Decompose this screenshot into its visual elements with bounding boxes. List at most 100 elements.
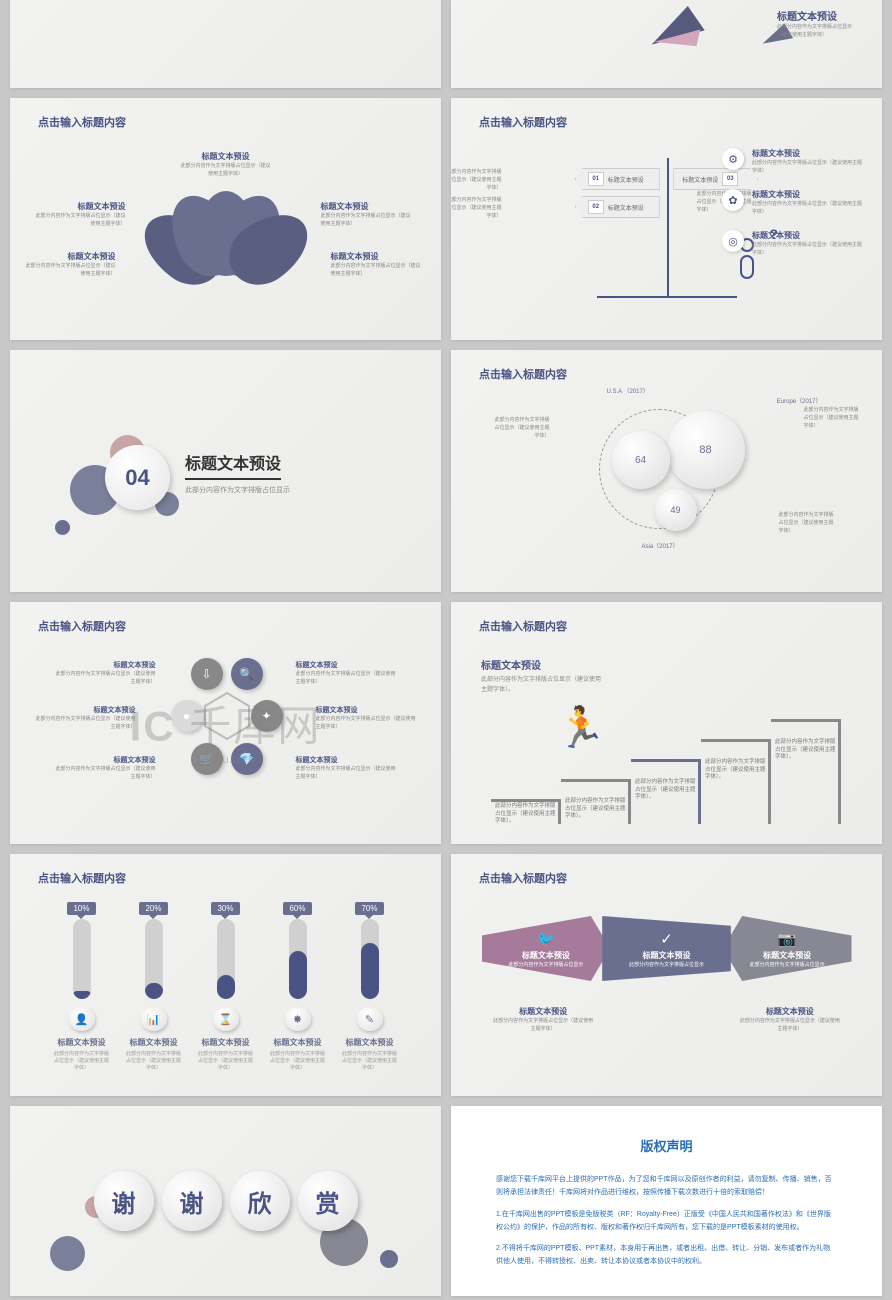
stairs-desc: 此部分内容作为文字排版占位显示（建议使用主题字体）。: [481, 676, 601, 695]
bubble-icon: [55, 520, 70, 535]
running-person-icon: 🏃: [556, 704, 606, 751]
bar-column: 60% ✸ 标题文本预设 此部分内容作为文字排版占位显示（建议使用主题字体）: [270, 902, 326, 1072]
slide-2-partial: 标题文本预设 此部分内容作为文字排版占位显示（建议使用主题字体）: [451, 0, 882, 88]
slide-title: 点击输入标题内容: [451, 98, 882, 130]
icon-list-item: ◎标题文本预设此部分内容作为文字排版占位显示（建议使用主题字体）: [722, 230, 862, 257]
twitter-icon: 🐦: [536, 930, 555, 948]
stairs-title: 标题文本预设: [481, 657, 601, 672]
hex-node-icon: 🛒: [191, 743, 223, 775]
slide-title: 点击输入标题内容: [451, 854, 882, 886]
bar-percent: 70%: [355, 902, 383, 915]
slide-lotus: 点击输入标题内容 标题文本预设此部分内容作为文字排版占位显示（建议使用主题字体）…: [10, 98, 441, 340]
slide-ribbon: 点击输入标题内容 🐦标题文本预设此部分内容作为文字排版占位显示 ✓标题文本预设此…: [451, 854, 882, 1096]
hex-node-icon: 💎: [231, 743, 263, 775]
slide-title: 点击输入标题内容: [10, 602, 441, 634]
bar-track: [217, 919, 235, 999]
bubble-value: 88: [667, 411, 745, 489]
bar-track: [145, 919, 163, 999]
icon-list-item: ✿标题文本预设此部分内容作为文字排版占位显示（建议使用主题字体）: [722, 189, 862, 216]
lotus-label: 标题文本预设: [321, 201, 411, 212]
bar-fill: [289, 951, 307, 999]
copyright-text: 1.在千库网出售的PPT模板是免版税类（RF：Royalty-Free）正版受《…: [496, 1208, 837, 1235]
bar-label: 标题文本预设: [346, 1037, 394, 1048]
lotus-label: 标题文本预设: [331, 251, 421, 262]
bar-label: 标题文本预设: [274, 1037, 322, 1048]
hex-node-icon: ●: [171, 700, 203, 732]
bar-icon: ✎: [357, 1007, 383, 1031]
slide-stairs: 点击输入标题内容 标题文本预设 此部分内容作为文字排版占位显示（建议使用主题字体…: [451, 602, 882, 844]
slide-bar-chart: 点击输入标题内容 10% 👤 标题文本预设 此部分内容作为文字排版占位显示（建议…: [10, 854, 441, 1096]
slide-thanks: 谢 谢 欣 赏: [10, 1106, 441, 1296]
slide-bubble-chart: 点击输入标题内容 88 64 49 U.S.A （2017） Europe（20…: [451, 350, 882, 592]
check-icon: ✓: [660, 930, 673, 948]
slide-1-partial: [10, 0, 441, 88]
section-title: 标题文本预设: [185, 450, 281, 480]
bar-desc: 此部分内容作为文字排版占位显示（建议使用主题字体）: [342, 1051, 398, 1072]
ribbon-segment: ✓标题文本预设此部分内容作为文字排版占位显示: [602, 916, 731, 981]
bar-percent: 20%: [139, 902, 167, 915]
bar-fill: [361, 943, 379, 999]
bubble-label: Europe（2017）: [777, 396, 822, 405]
hex-node-icon: ⇩: [191, 658, 223, 690]
signpost-pole-icon: [667, 158, 669, 298]
thanks-char: 欣: [230, 1171, 290, 1231]
thanks-char: 谢: [94, 1171, 154, 1231]
bubble-label: U.S.A （2017）: [607, 386, 649, 395]
bar-desc: 此部分内容作为文字排版占位显示（建议使用主题字体）: [270, 1051, 326, 1072]
bar-label: 标题文本预设: [202, 1037, 250, 1048]
bar-fill: [145, 983, 163, 999]
bar-column: 20% 📊 标题文本预设 此部分内容作为文字排版占位显示（建议使用主题字体）: [126, 902, 182, 1072]
bar-column: 30% ⌛ 标题文本预设 此部分内容作为文字排版占位显示（建议使用主题字体）: [198, 902, 254, 1072]
copyright-text: 感谢您下载千库网平台上提供的PPT作品，为了您和千库网以及原创作者的利益，请勿复…: [496, 1173, 837, 1200]
paper-plane-large-icon: [644, 3, 704, 44]
slide-hexagon: 点击输入标题内容 ⇩ 🔍 ✦ 💎 🛒 ● 标题文本预设此部分内容作为文字排版占位…: [10, 602, 441, 844]
slide-title: 点击输入标题内容: [10, 854, 441, 886]
bar-track: [289, 919, 307, 999]
slide-copyright: 版权声明 感谢您下载千库网平台上提供的PPT作品，为了您和千库网以及原创作者的利…: [451, 1106, 882, 1296]
bar-track: [73, 919, 91, 999]
target-icon: ◎: [722, 230, 744, 252]
instagram-icon: 📷: [778, 930, 797, 948]
bubble-value: 64: [612, 431, 670, 489]
copyright-text: 2.不得将千库网的PPT模板、PPT素材，本身用于再出售，或者出租、出借、转让、…: [496, 1242, 837, 1269]
bar-column: 10% 👤 标题文本预设 此部分内容作为文字排版占位显示（建议使用主题字体）: [54, 902, 110, 1072]
icon-list-item: ⚙标题文本预设此部分内容作为文字排版占位显示（建议使用主题字体）: [722, 148, 862, 175]
lotus-label: 标题文本预设: [26, 251, 116, 262]
bubble-icon: [380, 1250, 398, 1268]
bar-column: 70% ✎ 标题文本预设 此部分内容作为文字排版占位显示（建议使用主题字体）: [342, 902, 398, 1072]
bar-icon: 📊: [141, 1007, 167, 1031]
bar-fill: [73, 991, 91, 999]
copyright-title: 版权声明: [496, 1136, 837, 1155]
section-subtitle: 此部分内容作为文字排版占位显示: [185, 485, 290, 495]
bubble-icon: [50, 1236, 85, 1271]
bubble-label: Asia（2017）: [642, 541, 679, 550]
slide-title: 点击输入标题内容: [451, 350, 882, 382]
bubble-value: 49: [655, 489, 697, 531]
slide-title: 点击输入标题内容: [451, 602, 882, 634]
bar-icon: ✸: [285, 1007, 311, 1031]
sign-arrow: 01标题文本预设: [575, 168, 660, 190]
lotus-label: 标题文本预设: [36, 201, 126, 212]
hex-node-icon: 🔍: [231, 658, 263, 690]
aperture-icon: ✿: [722, 189, 744, 211]
thanks-char: 赏: [298, 1171, 358, 1231]
ribbon-segment: 📷标题文本预设此部分内容作为文字排版占位显示: [723, 916, 852, 981]
sign-arrow: 02标题文本预设: [575, 196, 660, 218]
gear-icon: ⚙: [722, 148, 744, 170]
bar-percent: 60%: [283, 902, 311, 915]
section-number-badge: 04: [105, 445, 170, 510]
ribbon-segment: 🐦标题文本预设此部分内容作为文字排版占位显示: [482, 916, 611, 981]
bar-percent: 10%: [67, 902, 95, 915]
plane-title: 标题文本预设: [777, 8, 852, 23]
slide-title: 点击输入标题内容: [10, 98, 441, 130]
slide-signpost: 点击输入标题内容 01标题文本预设 02标题文本预设 标题文本预设03 此部分内…: [451, 98, 882, 340]
bar-fill: [217, 975, 235, 999]
slide-section-04: 04 标题文本预设 此部分内容作为文字排版占位显示: [10, 350, 441, 592]
bar-icon: 👤: [69, 1007, 95, 1031]
hex-node-icon: ✦: [251, 700, 283, 732]
stair-step: [771, 719, 841, 824]
bar-track: [361, 919, 379, 999]
bar-icon: ⌛: [213, 1007, 239, 1031]
bar-label: 标题文本预设: [130, 1037, 178, 1048]
bar-label: 标题文本预设: [58, 1037, 106, 1048]
